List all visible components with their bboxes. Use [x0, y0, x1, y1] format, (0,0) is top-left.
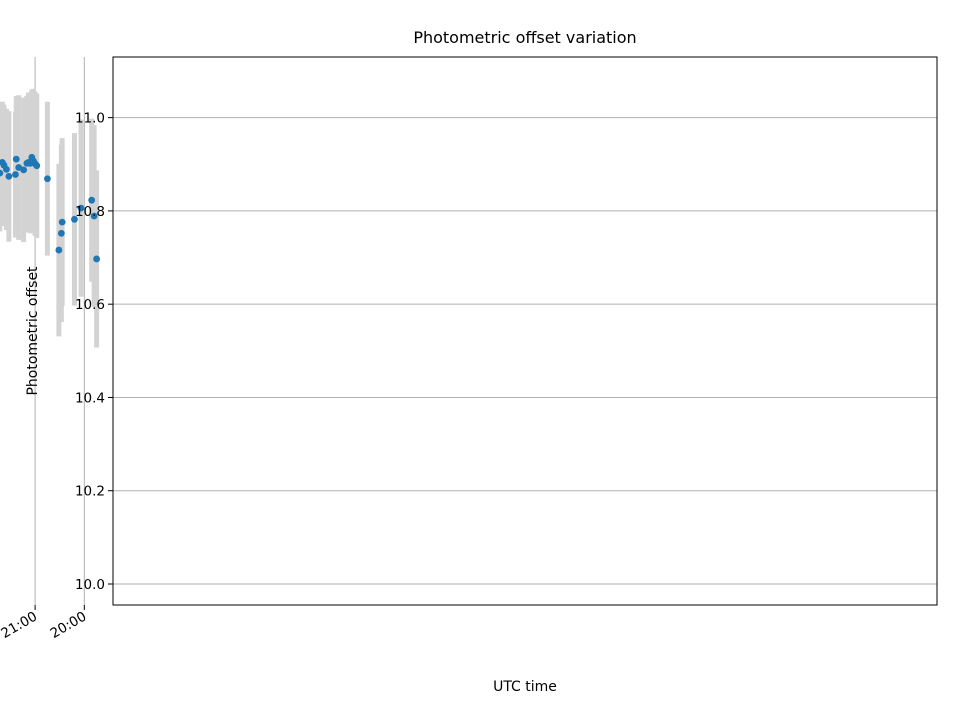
- grid: [34, 57, 937, 605]
- data-point: [12, 155, 20, 163]
- chart-title: Photometric offset variation: [413, 28, 636, 47]
- y-tick-label: 11.0: [75, 111, 105, 127]
- data-point: [77, 204, 85, 212]
- data-point: [88, 196, 96, 204]
- plot-area: [113, 57, 937, 605]
- x-axis-label: UTC time: [493, 679, 557, 695]
- data-point: [15, 164, 23, 171]
- data-point: [28, 153, 36, 161]
- data-point: [12, 171, 19, 178]
- data-points: [0, 153, 101, 263]
- y-tick-label: 10.4: [75, 390, 105, 406]
- y-tick-label: 10.8: [75, 204, 105, 220]
- data-point: [71, 215, 78, 223]
- data-point: [90, 212, 98, 220]
- data-point: [57, 229, 65, 237]
- data-point: [0, 169, 4, 177]
- data-point: [5, 172, 13, 180]
- data-point: [55, 246, 63, 254]
- data-point: [93, 255, 101, 263]
- y-tick-label: 10.2: [75, 484, 105, 500]
- y-tick-label: 10.6: [75, 297, 105, 313]
- plot-frame: [112, 56, 938, 606]
- y-tick-label: 10.0: [75, 577, 105, 593]
- data-point: [0, 159, 6, 166]
- data-point: [23, 159, 31, 167]
- y-axis: 10.0 10.2 10.4 10.6 10.8 11.0: [75, 111, 113, 593]
- y-axis-label: Photometric offset: [25, 266, 41, 396]
- data-point: [58, 218, 66, 226]
- data-point: [44, 175, 51, 183]
